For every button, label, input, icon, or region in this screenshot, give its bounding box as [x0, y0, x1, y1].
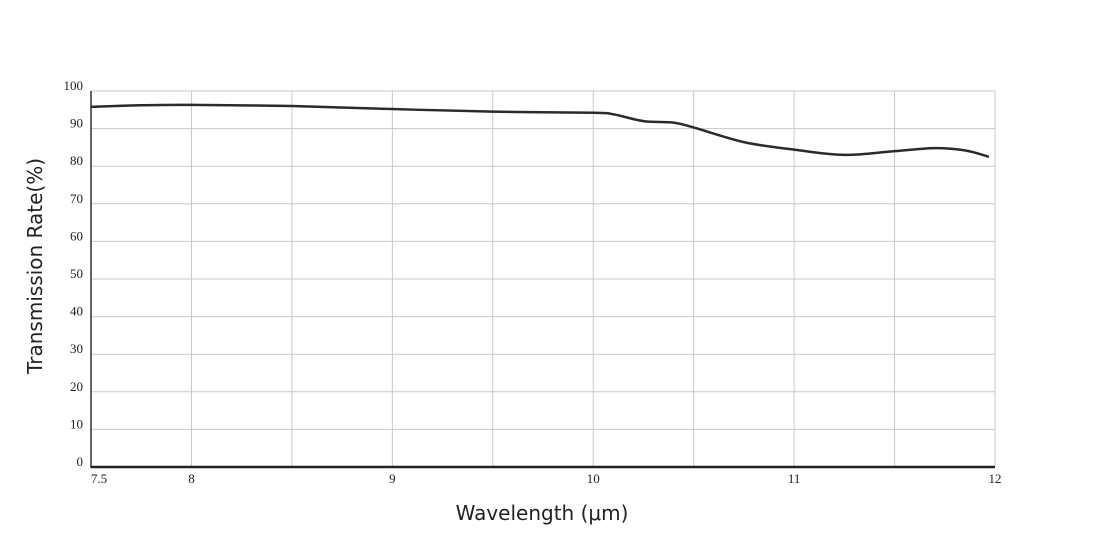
data-line: [90, 103, 990, 159]
y-tick-label: 50: [70, 266, 83, 281]
x-tick-label: 10: [587, 471, 600, 486]
y-tick-label: 90: [70, 116, 83, 131]
y-tick-label: 60: [70, 228, 83, 243]
y-axis-label: Transmission Rate(%): [23, 158, 47, 375]
x-axis-label: Wavelength (μm): [456, 501, 629, 525]
x-tick-label: 11: [788, 471, 801, 486]
y-tick-label: 100: [64, 78, 84, 93]
y-tick-label: 30: [70, 341, 83, 356]
y-tick-label: 80: [70, 153, 83, 168]
x-tick-label: 9: [389, 471, 396, 486]
x-tick-label: 8: [188, 471, 195, 486]
x-tick-label: 12: [989, 471, 1002, 486]
y-tick-label: 70: [70, 191, 83, 206]
y-tick-label: 40: [70, 304, 83, 319]
y-tick-label: 20: [70, 379, 83, 394]
y-tick-label: 0: [77, 454, 84, 469]
x-tick-label: 7.5: [91, 471, 107, 486]
y-tick-label: 10: [70, 416, 83, 431]
